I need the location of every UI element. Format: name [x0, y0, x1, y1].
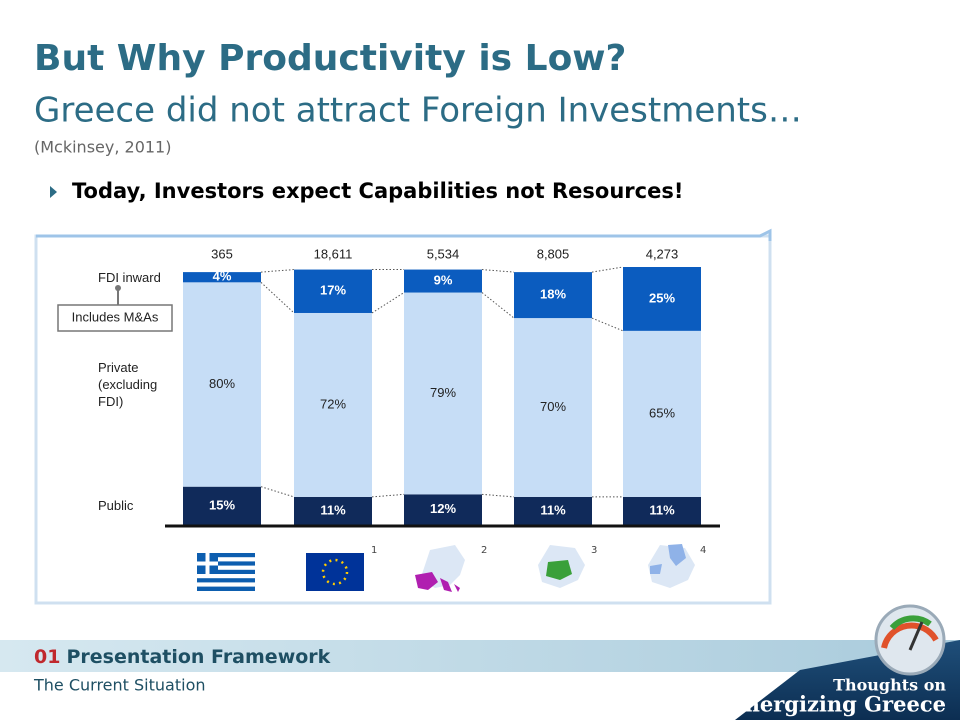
value-label: 11%	[540, 502, 566, 517]
value-label: 80%	[209, 376, 235, 391]
bar-segment	[183, 486, 261, 525]
connector	[371, 292, 405, 314]
slide-subtitle: Greece did not attract Foreign Investmen…	[34, 91, 802, 131]
bullet-icon	[50, 186, 57, 198]
bar-segment	[404, 494, 482, 525]
bar-segment	[623, 267, 701, 331]
value-label: 12%	[430, 501, 456, 516]
value-label: 15%	[209, 497, 235, 512]
connector	[260, 281, 295, 314]
value-label: 18%	[540, 287, 566, 302]
value-label: 11%	[320, 502, 346, 517]
bar-segment	[514, 272, 592, 319]
value-label: 11%	[649, 502, 675, 517]
annotation: Includes M&As	[57, 285, 173, 332]
bullet-text: Today, Investors expect Capabilities not…	[72, 179, 683, 203]
total-label: 18,611	[314, 246, 353, 261]
chart: 15% Public 80% Private (excluding FDI) 4% FDI…	[98, 246, 720, 556]
logo-line2: Re-energizing Greece	[692, 692, 946, 717]
section-number: 01	[34, 646, 60, 668]
bar-segment	[623, 496, 701, 525]
value-label: 25%	[649, 290, 675, 305]
bar-segment	[294, 312, 372, 497]
map-south	[415, 545, 465, 592]
slide-title: But Why Productivity is Low?	[34, 38, 626, 79]
connector	[260, 486, 295, 498]
bar-segment	[404, 269, 482, 293]
footer-subsection: The Current Situation	[33, 676, 206, 695]
footer-band	[0, 640, 960, 672]
series-name: Public	[98, 498, 134, 514]
source: (Mckinsey, 2011)	[34, 138, 171, 157]
bar-segment	[183, 282, 261, 487]
flag-eu	[306, 553, 364, 591]
series-label: Private (excluding FDI)	[98, 360, 158, 409]
bar-segment	[514, 496, 592, 525]
value-label: 9%	[434, 272, 453, 287]
flag-greece	[197, 553, 255, 591]
footnote-mark: 1	[371, 545, 377, 556]
total-label: 4,273	[646, 246, 679, 261]
total-label: 5,534	[427, 246, 460, 261]
series-name: FDI inward	[98, 269, 161, 285]
bar-segment	[623, 330, 701, 497]
series-name: Private (excluding FDI)	[98, 360, 158, 409]
footnote-mark: 3	[591, 545, 597, 556]
bar-segment	[514, 318, 592, 497]
footnote-mark: 2	[481, 545, 487, 556]
series-label: FDI inward	[98, 269, 161, 285]
value-label: 65%	[649, 405, 675, 420]
series-label: Public	[98, 498, 134, 514]
footnote-mark: 4	[700, 545, 706, 556]
bar-segment	[404, 292, 482, 495]
total-label: 8,805	[537, 246, 570, 261]
bar-segment	[294, 496, 372, 525]
value-label: 72%	[320, 396, 346, 411]
footer-section: 01 Presentation Framework	[34, 646, 331, 668]
value-label: 17%	[320, 283, 346, 298]
bar-segment	[183, 272, 261, 283]
map-north	[648, 544, 695, 588]
section-name: Presentation Framework	[66, 646, 330, 668]
logo-line1: Thoughts on	[833, 676, 946, 695]
logo: Thoughts on Re-energizing Greece	[692, 604, 960, 720]
map-central	[538, 545, 585, 588]
annotation-text: Includes M&As	[72, 309, 159, 324]
value-label: 4%	[213, 269, 232, 284]
value-label: 70%	[540, 399, 566, 414]
total-label: 365	[211, 246, 233, 261]
value-label: 79%	[430, 385, 456, 400]
bar-segment	[294, 269, 372, 313]
